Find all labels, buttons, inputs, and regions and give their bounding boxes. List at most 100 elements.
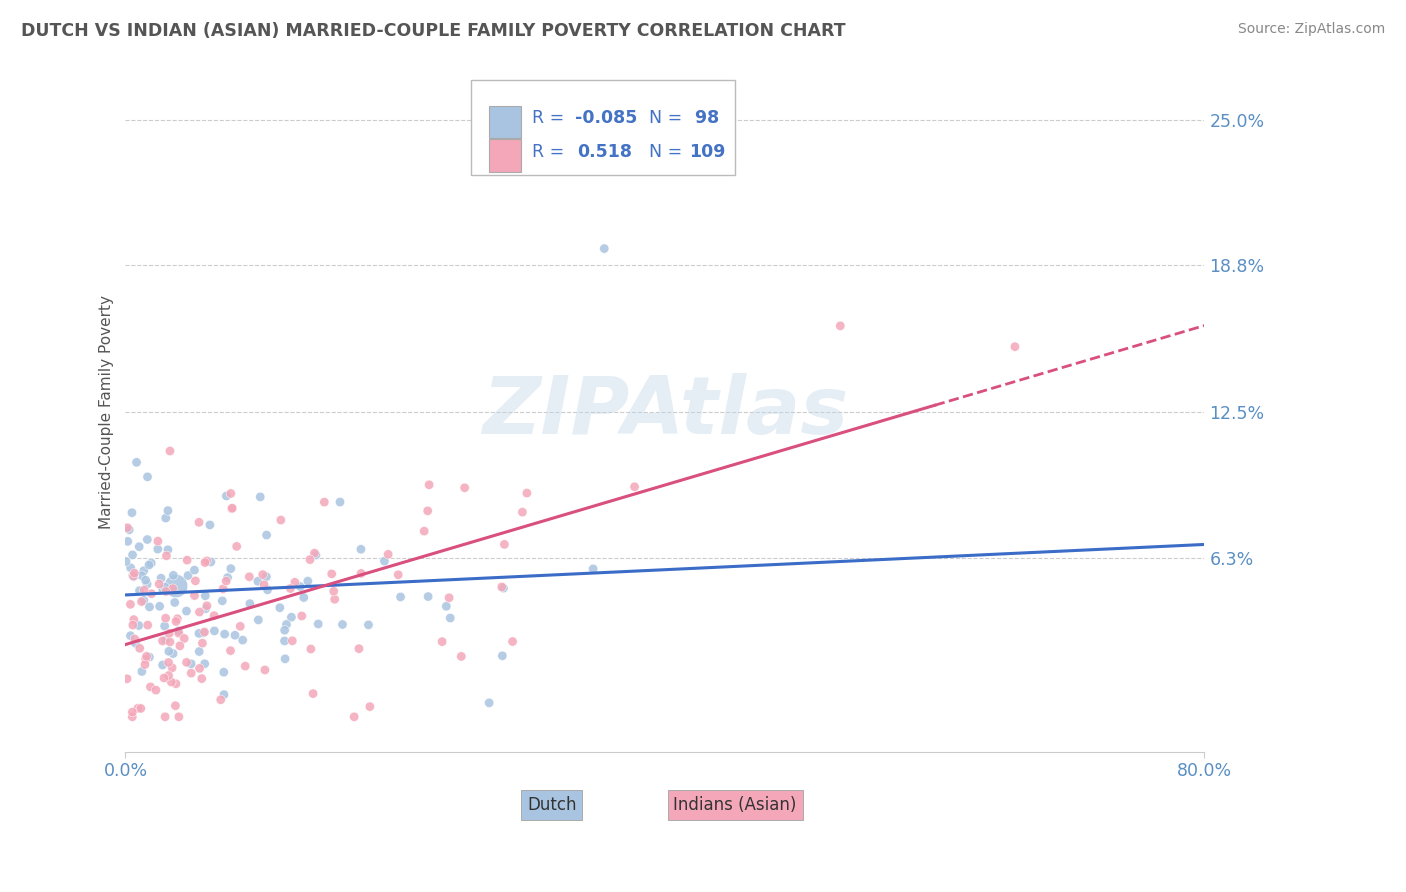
Point	[198, 517, 221, 532]
Point	[138, 558, 160, 572]
Point	[159, 444, 181, 458]
Point	[132, 593, 155, 607]
Point	[184, 574, 207, 588]
Point	[115, 554, 138, 568]
Point	[273, 624, 295, 638]
Point	[138, 599, 160, 614]
Point	[120, 629, 142, 643]
Point	[128, 540, 150, 554]
Point	[163, 595, 186, 609]
Point	[270, 513, 292, 527]
Point	[593, 242, 616, 256]
Point	[146, 534, 169, 549]
Point	[117, 534, 139, 549]
Point	[145, 683, 167, 698]
Point	[157, 626, 180, 640]
Point	[136, 470, 159, 484]
Point	[176, 656, 198, 670]
Point	[153, 619, 176, 633]
Point	[194, 556, 217, 570]
Point	[253, 578, 276, 592]
Point	[183, 563, 205, 577]
Point	[136, 577, 159, 591]
Point	[491, 580, 513, 594]
Point	[153, 580, 176, 594]
Point	[146, 542, 169, 557]
Point	[582, 562, 605, 576]
Point	[389, 590, 412, 604]
Point	[217, 571, 239, 585]
Point	[155, 633, 177, 648]
Point	[120, 560, 142, 574]
Point	[215, 574, 238, 588]
Point	[247, 613, 270, 627]
Point	[121, 548, 143, 562]
Point	[121, 710, 143, 724]
Point	[239, 597, 262, 611]
Text: Indians (Asian): Indians (Asian)	[673, 796, 797, 814]
Text: R =: R =	[533, 143, 575, 161]
Point	[139, 680, 162, 694]
Point	[350, 542, 373, 557]
Point	[350, 566, 373, 581]
Point	[219, 561, 242, 575]
Point	[118, 523, 141, 537]
Point	[194, 657, 217, 671]
Point	[131, 665, 153, 679]
Point	[121, 568, 143, 582]
Point	[343, 710, 366, 724]
Point	[131, 568, 153, 582]
Point	[162, 582, 184, 596]
Point	[122, 613, 145, 627]
Point	[211, 594, 233, 608]
Point	[159, 635, 181, 649]
Point	[202, 624, 225, 638]
Point	[188, 661, 211, 675]
Point	[131, 594, 153, 608]
Point	[280, 610, 302, 624]
Point	[297, 574, 319, 588]
Point	[439, 611, 461, 625]
Point	[136, 533, 159, 547]
Point	[122, 569, 145, 583]
Point	[180, 657, 202, 671]
Text: N =: N =	[648, 143, 682, 161]
Point	[135, 652, 157, 666]
Point	[156, 542, 179, 557]
Point	[162, 568, 184, 582]
Point	[238, 570, 260, 584]
Point	[165, 677, 187, 691]
Point	[434, 599, 457, 614]
Point	[232, 633, 254, 648]
Point	[302, 687, 325, 701]
Point	[450, 649, 472, 664]
Point	[134, 583, 156, 598]
Point	[195, 599, 218, 613]
Point	[1004, 340, 1026, 354]
Point	[157, 656, 180, 670]
Text: 109: 109	[689, 143, 725, 161]
Point	[167, 626, 190, 640]
Point	[153, 710, 176, 724]
Point	[155, 511, 177, 525]
Text: 0.518: 0.518	[578, 143, 633, 161]
Point	[246, 574, 269, 589]
Point	[148, 577, 170, 591]
Point	[193, 625, 215, 640]
Point	[212, 688, 235, 702]
Point	[215, 489, 238, 503]
Point	[173, 632, 195, 646]
Point	[124, 636, 146, 650]
Point	[623, 480, 645, 494]
Point	[160, 661, 183, 675]
Point	[152, 658, 174, 673]
Point	[430, 634, 453, 648]
Point	[274, 652, 297, 666]
Point	[128, 618, 150, 632]
Point	[418, 477, 440, 491]
Point	[188, 644, 211, 658]
Point	[221, 501, 243, 516]
Point	[122, 570, 145, 584]
Point	[219, 643, 242, 657]
Point	[188, 605, 211, 619]
